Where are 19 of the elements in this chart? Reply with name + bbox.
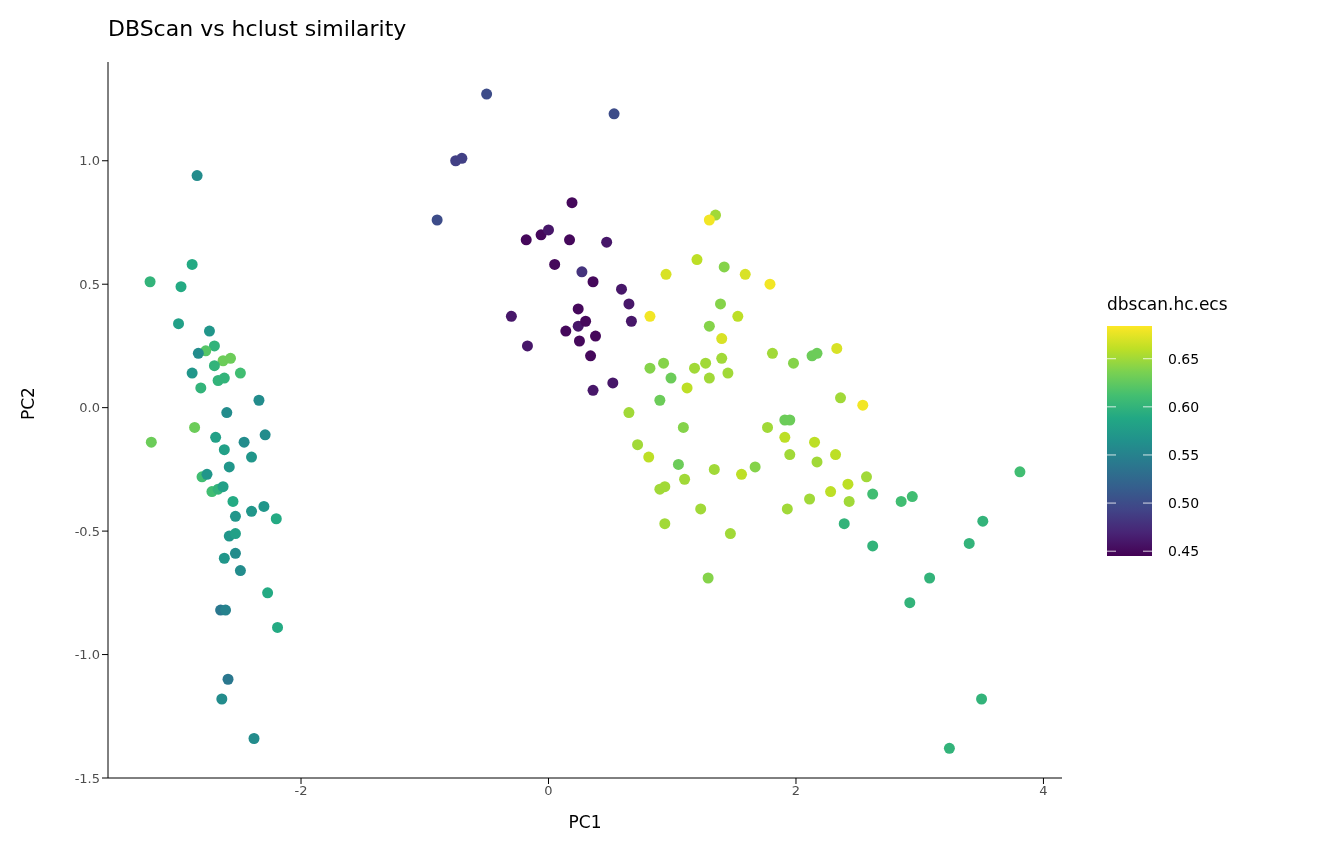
x-tick-label: 2 [791, 783, 801, 799]
y-axis-title: PC2 [18, 387, 39, 420]
y-tick-label: -1.5 [74, 770, 100, 786]
y-tick-label: 1.0 [79, 153, 100, 169]
y-tick-label: 0.5 [79, 276, 100, 292]
color-bar-label: 0.55 [1168, 446, 1200, 463]
legend-title: dbscan.hc.ecs [1107, 294, 1228, 314]
color-bar-label: 0.60 [1168, 398, 1200, 415]
y-tick-label: -0.5 [74, 523, 100, 539]
x-axis-title: PC1 [568, 812, 602, 832]
x-tick-label: 4 [1039, 783, 1048, 799]
x-tick-label: -2 [294, 783, 308, 799]
y-tick-label: 0.0 [79, 400, 100, 416]
y-tick-label: -1.0 [74, 647, 100, 663]
color-bar-label: 0.45 [1168, 543, 1200, 560]
chart-title: DBScan vs hclust similarity [108, 16, 407, 41]
x-tick-label: 0 [544, 783, 553, 799]
color-bar-label: 0.65 [1168, 350, 1200, 367]
color-bar-label: 0.50 [1168, 495, 1200, 512]
